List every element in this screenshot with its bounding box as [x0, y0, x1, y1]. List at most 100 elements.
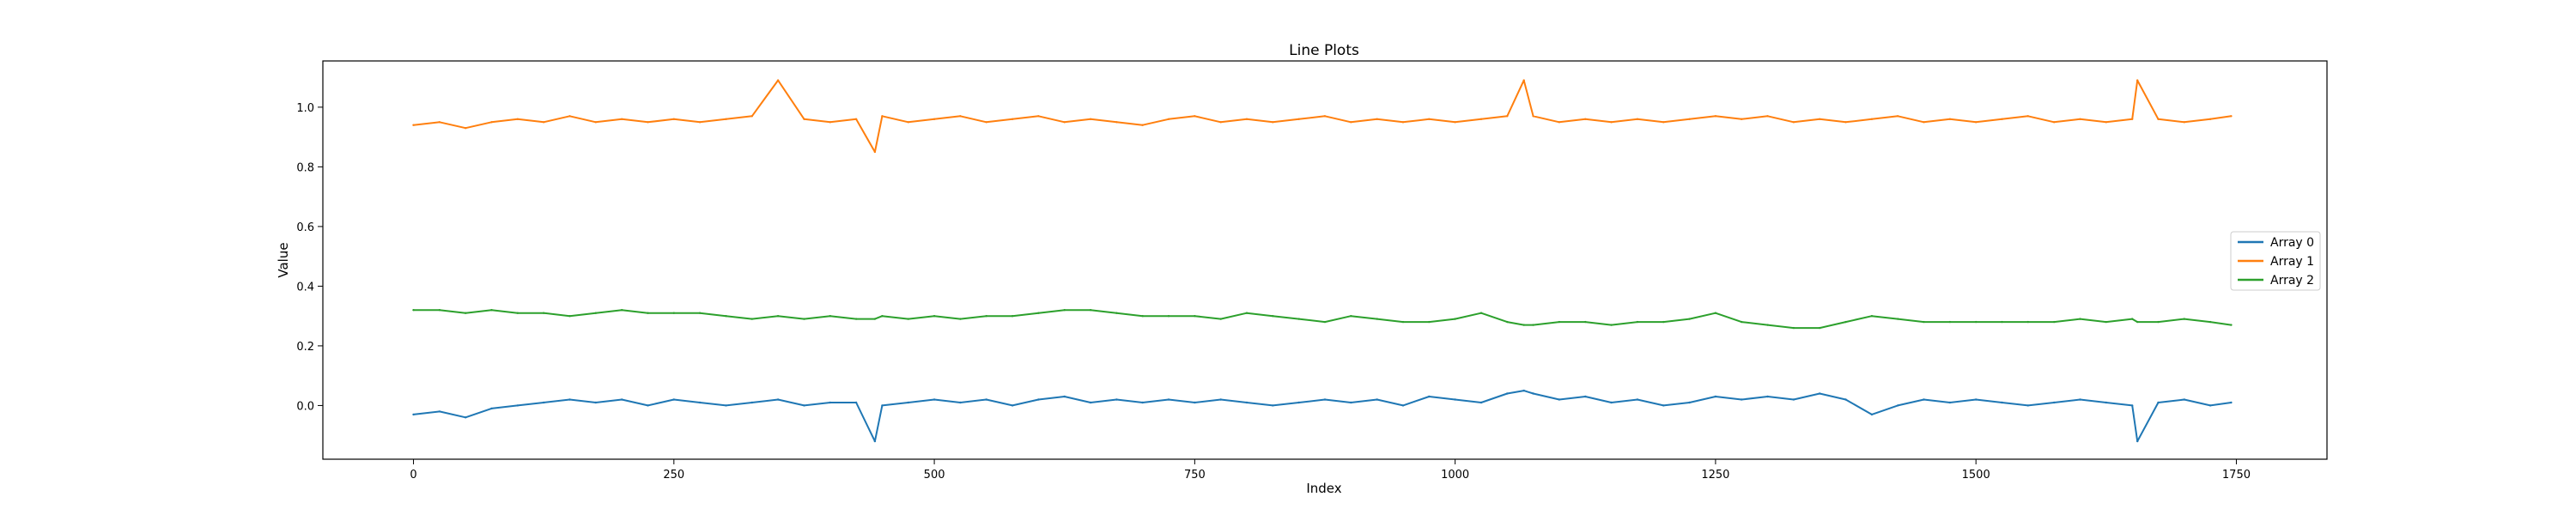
- data-point-array-0: [1558, 398, 1561, 401]
- data-point-array-1: [1141, 124, 1144, 126]
- legend-label-array-0: Array 0: [2270, 236, 2314, 250]
- data-point-array-2: [1870, 315, 1874, 318]
- data-point-array-2: [1558, 320, 1561, 324]
- data-point-array-1: [1167, 118, 1170, 120]
- data-point-array-0: [621, 398, 623, 401]
- data-point-array-1: [568, 115, 571, 118]
- data-point-array-0: [1636, 398, 1639, 401]
- y-tick-label: 0.0: [296, 400, 314, 413]
- x-axis: 0 250 500 750 1000 1250 1500 1750: [410, 459, 2251, 482]
- data-point-array-2: [2136, 320, 2139, 324]
- data-point-array-0: [1522, 389, 1525, 392]
- data-point-array-0: [776, 398, 780, 401]
- data-point-array-0: [1141, 401, 1144, 404]
- data-point-array-2: [2230, 324, 2233, 326]
- data-point-array-2: [1610, 324, 1613, 326]
- data-point-array-2: [1219, 318, 1222, 320]
- x-tick-label: 1500: [1962, 469, 1990, 482]
- data-point-array-2: [985, 315, 987, 318]
- data-point-array-2: [1323, 320, 1327, 324]
- data-point-array-1: [881, 115, 884, 118]
- data-point-array-1: [1089, 118, 1092, 120]
- data-point-array-2: [959, 318, 962, 320]
- legend-box: [2230, 231, 2321, 291]
- data-point-array-2: [1688, 318, 1691, 320]
- y-tick-label: 1.0: [296, 102, 314, 115]
- data-point-array-0: [568, 398, 571, 401]
- data-point-array-0: [1714, 395, 1717, 398]
- data-point-array-2: [1766, 324, 1769, 326]
- data-point-array-2: [2157, 320, 2160, 324]
- data-point-array-1: [1819, 118, 1821, 120]
- data-point-array-1: [1376, 118, 1378, 120]
- data-point-array-0: [1662, 404, 1665, 407]
- data-point-array-2: [1975, 320, 1978, 324]
- data-point-array-0: [1506, 392, 1509, 395]
- data-point-array-2: [1897, 318, 1899, 320]
- x-tick-label: 250: [663, 469, 684, 482]
- data-point-array-0: [1897, 404, 1899, 407]
- data-point-array-0: [854, 401, 858, 404]
- data-point-array-2: [776, 315, 780, 318]
- data-point-array-1: [2053, 121, 2056, 124]
- data-point-array-1: [594, 121, 597, 124]
- data-point-array-0: [881, 404, 884, 407]
- data-point-array-0: [1688, 401, 1691, 404]
- data-point-array-0: [2105, 401, 2107, 404]
- series-line-array-2: [413, 309, 2232, 330]
- data-point-array-1: [1923, 121, 1925, 124]
- data-point-array-1: [907, 121, 910, 124]
- data-point-array-0: [465, 416, 467, 419]
- data-point-array-0: [1323, 398, 1327, 401]
- data-point-array-2: [1522, 324, 1525, 326]
- data-point-array-0: [1115, 398, 1118, 401]
- data-point-array-1: [2157, 118, 2160, 120]
- data-point-array-0: [1532, 392, 1534, 395]
- data-point-array-2: [543, 312, 545, 314]
- data-point-array-2: [933, 315, 936, 318]
- data-point-array-1: [490, 121, 493, 124]
- data-point-array-2: [438, 309, 441, 312]
- data-point-array-2: [2053, 320, 2056, 324]
- data-point-array-2: [698, 312, 702, 314]
- data-point-array-1: [2079, 118, 2081, 120]
- data-point-array-2: [1115, 312, 1118, 314]
- data-point-array-1: [1792, 121, 1795, 124]
- data-point-array-1: [1948, 118, 1952, 120]
- data-point-array-1: [2208, 118, 2212, 120]
- data-point-array-1: [1037, 115, 1040, 118]
- data-point-array-0: [907, 401, 910, 404]
- data-point-array-2: [1245, 312, 1249, 314]
- data-point-array-1: [1584, 118, 1587, 120]
- data-point-array-2: [1401, 320, 1405, 324]
- data-point-array-2: [907, 318, 910, 320]
- data-point-array-2: [1350, 315, 1352, 318]
- data-point-array-1: [1975, 121, 1978, 124]
- data-point-array-2: [1063, 309, 1066, 312]
- data-point-array-2: [1584, 320, 1587, 324]
- x-axis-label: Index: [1306, 481, 1341, 496]
- data-point-array-2: [1948, 320, 1952, 324]
- x-tick-label: 500: [924, 469, 945, 482]
- x-tick-label: 1750: [2222, 469, 2251, 482]
- data-point-array-2: [1297, 318, 1300, 320]
- data-point-array-1: [438, 121, 441, 124]
- data-point-array-1: [1115, 121, 1118, 124]
- data-point-array-0: [1923, 398, 1925, 401]
- data-point-array-0: [2131, 404, 2134, 407]
- data-point-array-1: [1194, 115, 1196, 118]
- data-point-array-1: [1610, 121, 1613, 124]
- y-tick-label: 0.4: [296, 281, 314, 294]
- data-point-array-2: [412, 309, 415, 312]
- data-point-array-2: [854, 318, 858, 320]
- data-point-array-1: [412, 124, 415, 126]
- data-point-array-1: [516, 118, 519, 120]
- data-point-array-1: [1011, 118, 1014, 120]
- data-point-array-2: [2131, 318, 2134, 320]
- data-point-array-0: [803, 404, 805, 407]
- data-point-array-0: [2157, 401, 2160, 404]
- data-point-array-0: [1376, 398, 1378, 401]
- data-point-array-2: [1506, 320, 1509, 324]
- data-point-array-0: [2026, 404, 2029, 407]
